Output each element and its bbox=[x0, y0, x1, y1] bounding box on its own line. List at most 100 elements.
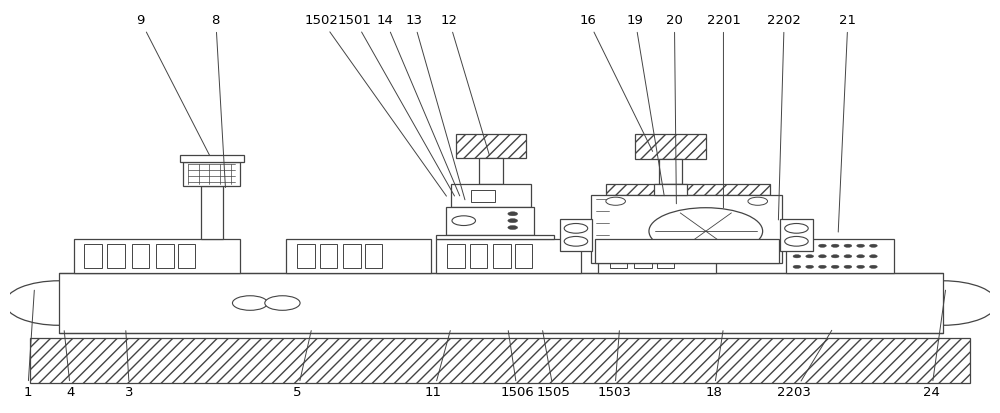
Bar bbox=[560, 218, 592, 251]
Text: 20: 20 bbox=[666, 14, 683, 204]
Text: 14: 14 bbox=[377, 14, 460, 196]
Bar bbox=[178, 244, 195, 268]
Text: 9: 9 bbox=[136, 14, 210, 155]
Bar bbox=[479, 158, 503, 184]
Bar bbox=[320, 244, 337, 268]
Bar bbox=[201, 186, 223, 239]
Bar bbox=[436, 239, 581, 273]
Text: 2203: 2203 bbox=[777, 330, 832, 399]
Text: 1501: 1501 bbox=[338, 14, 455, 196]
Bar bbox=[659, 195, 682, 211]
Text: 16: 16 bbox=[580, 14, 653, 152]
Circle shape bbox=[889, 281, 997, 325]
Bar bbox=[59, 273, 943, 333]
Text: 8: 8 bbox=[212, 14, 225, 188]
Text: 3: 3 bbox=[125, 331, 134, 399]
Text: 1505: 1505 bbox=[537, 331, 571, 399]
Bar bbox=[30, 338, 970, 382]
Circle shape bbox=[748, 197, 768, 205]
Circle shape bbox=[785, 237, 808, 246]
Bar bbox=[436, 235, 554, 239]
Bar bbox=[659, 159, 682, 184]
Bar bbox=[447, 244, 465, 268]
Bar bbox=[493, 244, 511, 268]
Circle shape bbox=[819, 255, 826, 258]
Bar bbox=[365, 244, 382, 268]
Circle shape bbox=[793, 265, 801, 268]
Text: 4: 4 bbox=[64, 331, 75, 399]
Bar bbox=[595, 239, 779, 263]
Circle shape bbox=[869, 255, 877, 258]
Bar bbox=[657, 244, 674, 268]
Circle shape bbox=[793, 255, 801, 258]
Circle shape bbox=[793, 244, 801, 247]
Circle shape bbox=[869, 265, 877, 268]
Bar bbox=[297, 244, 315, 268]
Circle shape bbox=[564, 223, 588, 233]
Bar bbox=[180, 155, 244, 162]
Circle shape bbox=[452, 216, 476, 225]
Text: 2202: 2202 bbox=[767, 14, 801, 220]
Bar bbox=[515, 244, 532, 268]
Text: 24: 24 bbox=[923, 290, 946, 399]
Circle shape bbox=[806, 244, 814, 247]
Circle shape bbox=[508, 218, 518, 223]
Circle shape bbox=[831, 255, 839, 258]
Bar bbox=[156, 244, 174, 268]
Text: 5: 5 bbox=[293, 331, 311, 399]
Circle shape bbox=[564, 237, 588, 246]
Circle shape bbox=[606, 197, 625, 205]
Circle shape bbox=[831, 244, 839, 247]
Circle shape bbox=[785, 223, 808, 233]
Bar bbox=[786, 239, 894, 273]
Circle shape bbox=[806, 265, 814, 268]
Bar bbox=[451, 184, 531, 206]
Circle shape bbox=[831, 265, 839, 268]
Text: 1502: 1502 bbox=[305, 14, 446, 196]
Bar bbox=[456, 134, 526, 158]
Text: 13: 13 bbox=[405, 14, 465, 200]
Text: 11: 11 bbox=[425, 330, 450, 399]
Bar bbox=[84, 244, 102, 268]
Circle shape bbox=[649, 208, 763, 255]
Bar bbox=[606, 184, 770, 195]
Circle shape bbox=[844, 265, 852, 268]
Circle shape bbox=[819, 265, 826, 268]
Text: 21: 21 bbox=[838, 14, 856, 232]
Circle shape bbox=[819, 244, 826, 247]
Bar bbox=[183, 162, 240, 186]
Bar bbox=[634, 244, 652, 268]
Bar bbox=[74, 239, 240, 273]
Bar bbox=[343, 244, 361, 268]
Text: 18: 18 bbox=[705, 331, 723, 399]
Circle shape bbox=[844, 244, 852, 247]
Bar bbox=[598, 239, 716, 273]
Text: 1: 1 bbox=[23, 290, 34, 399]
Text: 12: 12 bbox=[441, 14, 489, 155]
Bar bbox=[610, 244, 627, 268]
Circle shape bbox=[806, 255, 814, 258]
Circle shape bbox=[508, 212, 518, 216]
Circle shape bbox=[857, 265, 865, 268]
Text: 1506: 1506 bbox=[501, 331, 535, 399]
Bar bbox=[635, 135, 706, 159]
Text: 19: 19 bbox=[627, 14, 664, 196]
Bar bbox=[780, 218, 813, 251]
Circle shape bbox=[508, 225, 518, 230]
Circle shape bbox=[232, 296, 268, 310]
Bar bbox=[654, 184, 687, 195]
Bar bbox=[446, 206, 534, 235]
Bar bbox=[470, 244, 487, 268]
Circle shape bbox=[869, 244, 877, 247]
Text: 1503: 1503 bbox=[598, 331, 632, 399]
Bar bbox=[471, 190, 495, 202]
Bar bbox=[132, 244, 149, 268]
Circle shape bbox=[857, 255, 865, 258]
Text: 2201: 2201 bbox=[707, 14, 740, 208]
Bar bbox=[591, 195, 782, 263]
Circle shape bbox=[844, 255, 852, 258]
Bar bbox=[107, 244, 125, 268]
Circle shape bbox=[265, 296, 300, 310]
Bar bbox=[286, 239, 431, 273]
Circle shape bbox=[857, 244, 865, 247]
